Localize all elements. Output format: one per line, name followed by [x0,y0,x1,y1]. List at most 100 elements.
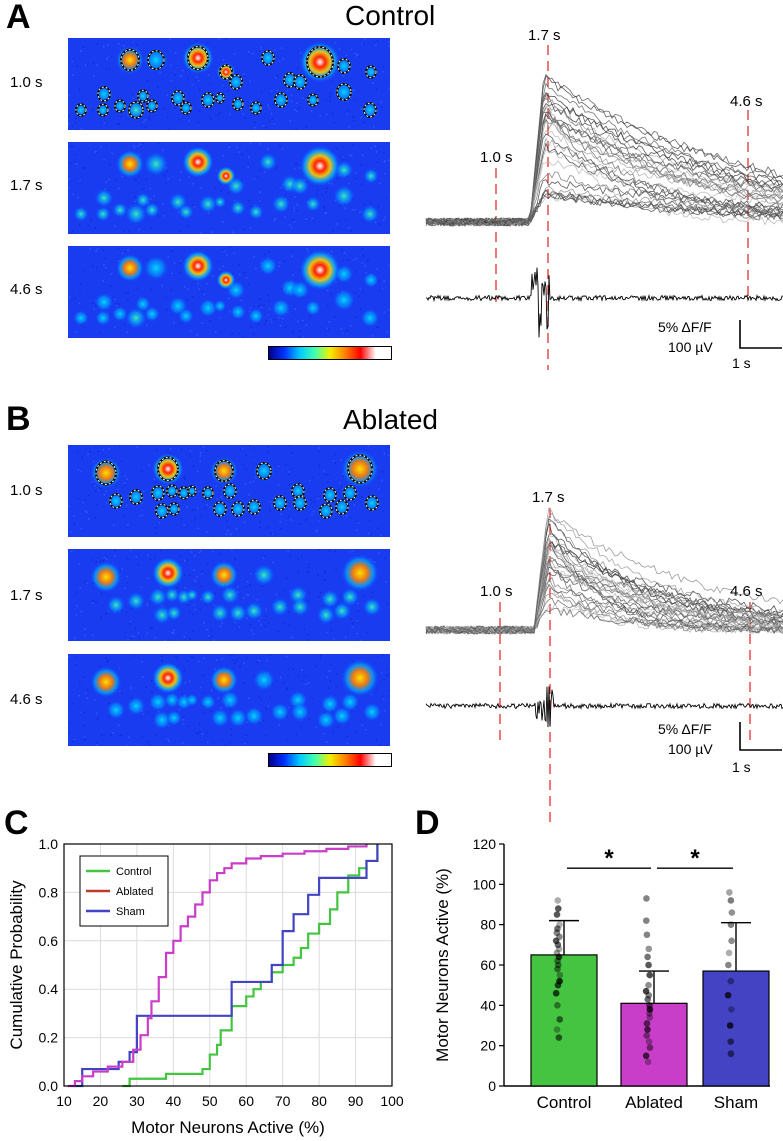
roi-outline [293,74,307,90]
data-point [645,981,652,989]
image-noise [370,90,372,93]
image-noise [180,171,182,173]
image-noise [87,224,90,227]
image-noise [340,459,342,461]
data-point [553,929,561,937]
image-noise [84,510,87,512]
image-noise [105,490,107,493]
image-noise [182,723,184,725]
roi-outline [180,101,192,115]
neuron-cell [112,306,128,322]
image-noise [239,530,241,533]
image-noise [153,557,156,559]
image-noise [369,202,372,205]
image-noise [238,332,241,335]
image-noise [140,586,143,589]
image-noise [303,628,305,630]
image-noise [367,445,370,447]
image-noise [218,112,221,114]
image-noise [250,326,253,328]
image-noise [89,219,92,221]
image-noise [201,322,203,325]
neuron-cell [124,202,148,226]
roi-outline [306,46,334,78]
neuron-cell [340,692,360,712]
image-noise [78,224,81,226]
neuron-cell [270,702,290,722]
image-noise [243,228,245,231]
image-noise [259,298,261,300]
image-noise [249,623,252,626]
image-noise [212,639,215,641]
roi-outline [97,103,109,117]
image-noise [188,120,190,122]
image-noise [145,178,148,180]
colorbar [268,753,392,767]
image-noise [108,178,110,181]
image-noise [265,126,268,129]
image-noise [381,70,384,73]
neuron-cell [185,588,199,602]
image-noise [118,445,121,447]
image-noise [126,744,129,746]
image-noise [348,126,350,128]
image-noise [109,68,111,70]
image-noise [326,113,328,115]
y-tick-label: 0.0 [39,1078,59,1094]
image-noise [354,99,357,102]
image-noise [228,191,230,194]
image-noise [92,265,94,267]
image-noise [156,522,159,525]
image-noise [357,610,360,613]
image-noise [358,295,360,297]
image-noise [244,117,246,119]
calcium-image-frame [68,445,390,537]
image-noise [150,227,152,229]
image-noise [187,604,190,606]
image-noise [206,283,208,285]
image-noise [206,628,208,631]
image-noise [225,38,228,40]
data-point [642,987,650,995]
image-noise [168,128,170,130]
image-noise [136,287,139,289]
image-noise [229,113,231,116]
image-noise [268,105,271,108]
image-noise [262,557,265,559]
image-noise [231,333,233,335]
image-noise [118,123,121,126]
image-noise [104,257,107,260]
image-noise [271,561,274,564]
roi-outline [129,489,143,505]
neuron-cell [209,560,239,590]
image-noise [259,143,261,145]
image-noise [210,118,213,120]
image-noise [279,144,281,147]
image-noise [137,632,140,634]
image-noise [339,482,341,484]
marker-label: 1.0 s [480,583,513,600]
image-noise [300,555,303,558]
roi-outline [128,101,144,119]
image-noise [239,273,241,276]
image-noise [82,269,85,272]
image-noise [240,299,242,302]
image-noise [86,511,88,513]
image-noise [264,171,266,173]
image-noise [351,626,353,628]
image-noise [317,574,319,576]
image-noise [87,518,90,520]
image-noise [329,95,331,98]
neuron-cell [332,706,352,726]
image-noise [380,723,382,726]
image-noise [259,526,262,529]
image-noise [109,285,112,287]
image-noise [199,454,202,457]
image-noise [96,64,98,66]
image-noise [183,476,186,479]
x-tick-label: 10 [56,1093,72,1109]
image-noise [216,261,219,263]
image-noise [269,107,271,110]
image-noise [126,575,129,578]
image-noise [195,576,198,578]
